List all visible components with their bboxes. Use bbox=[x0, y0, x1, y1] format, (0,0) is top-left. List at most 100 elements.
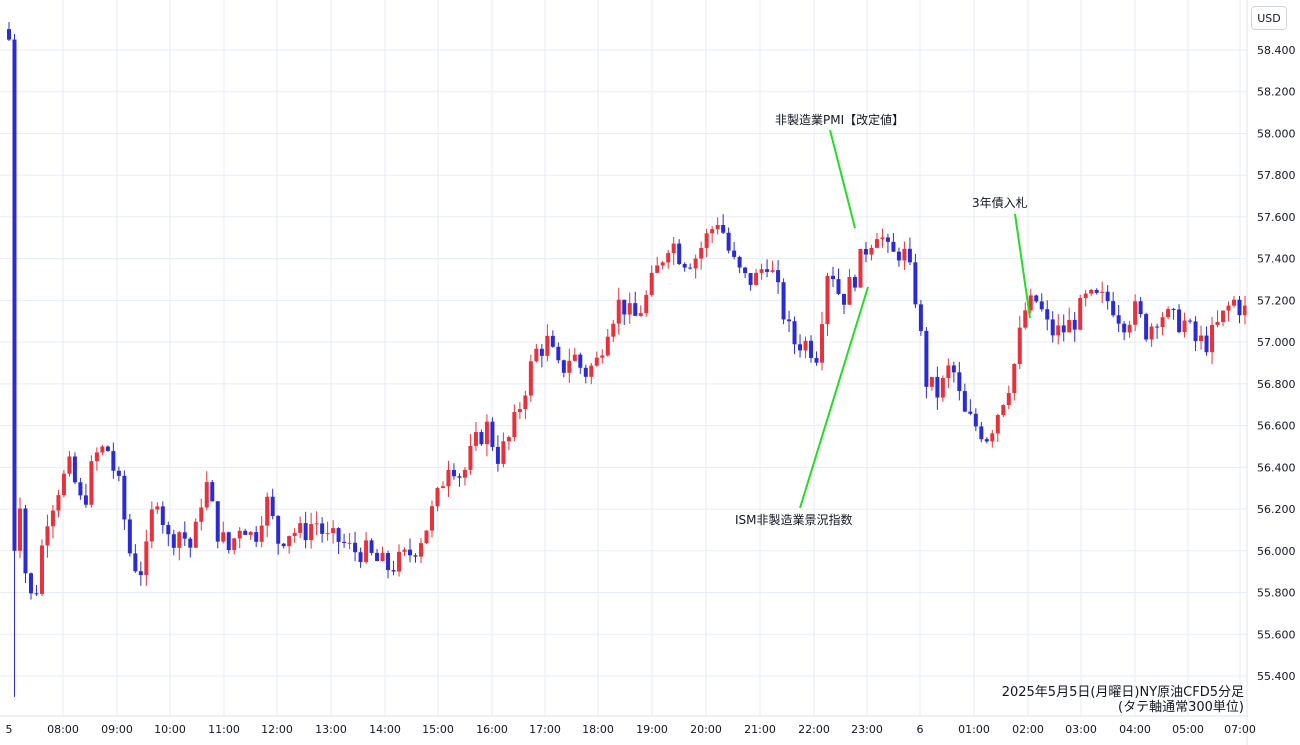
candle-body bbox=[704, 233, 709, 248]
candle bbox=[320, 517, 325, 543]
candle-body bbox=[1034, 295, 1039, 302]
candle bbox=[1243, 295, 1247, 325]
candle bbox=[248, 530, 253, 540]
candle bbox=[918, 300, 923, 336]
candle-body bbox=[336, 528, 341, 542]
candle-body bbox=[358, 552, 363, 563]
x-tick-label: 03:00 bbox=[1065, 723, 1097, 736]
candle bbox=[182, 521, 187, 546]
candle bbox=[1050, 311, 1055, 343]
candle bbox=[287, 535, 292, 554]
candle-body bbox=[1001, 405, 1006, 416]
y-tick-label: 56.400 bbox=[1257, 461, 1296, 474]
candle-body bbox=[907, 248, 912, 263]
candle-body bbox=[550, 335, 555, 347]
candle bbox=[1199, 325, 1204, 350]
candle-body bbox=[743, 267, 748, 274]
candle-body bbox=[918, 304, 923, 331]
candle-body bbox=[710, 229, 715, 234]
candle bbox=[841, 293, 846, 315]
x-tick-label: 19:00 bbox=[636, 723, 668, 736]
candle-body bbox=[1111, 301, 1116, 316]
candle-body bbox=[314, 523, 319, 525]
candle bbox=[237, 527, 242, 549]
candle bbox=[946, 358, 951, 389]
candle bbox=[858, 248, 863, 288]
candle-body bbox=[968, 411, 973, 414]
y-tick-label: 58.000 bbox=[1257, 127, 1296, 140]
candle-body bbox=[309, 524, 314, 541]
candle bbox=[1221, 310, 1226, 327]
candle bbox=[638, 305, 643, 317]
candle-body bbox=[770, 270, 775, 272]
candle bbox=[325, 521, 330, 541]
candle bbox=[869, 244, 874, 261]
candle bbox=[105, 445, 110, 452]
candle-body bbox=[1012, 363, 1017, 394]
candle bbox=[1166, 306, 1171, 320]
candle bbox=[737, 255, 742, 274]
candle bbox=[303, 511, 308, 549]
candle-body bbox=[589, 365, 594, 377]
candle bbox=[457, 473, 462, 487]
candle-body bbox=[45, 526, 50, 546]
candle-body bbox=[754, 272, 759, 285]
candle bbox=[402, 547, 407, 557]
candle-body bbox=[1149, 326, 1154, 340]
candle bbox=[116, 466, 121, 482]
candle bbox=[896, 247, 901, 267]
candle-body bbox=[232, 538, 237, 551]
candle-body bbox=[1182, 320, 1187, 333]
candle bbox=[1083, 290, 1088, 307]
candle bbox=[484, 414, 489, 457]
candle-body bbox=[23, 508, 28, 574]
candle-body bbox=[7, 29, 11, 40]
candle bbox=[171, 529, 176, 556]
candle-body bbox=[364, 540, 369, 563]
candle bbox=[1171, 307, 1176, 320]
candle-body bbox=[776, 270, 781, 283]
chart-caption-line2: (タテ軸通常300単位) bbox=[1118, 699, 1244, 715]
candle bbox=[188, 537, 193, 558]
candle-body bbox=[737, 256, 742, 268]
candle bbox=[688, 263, 693, 270]
candle bbox=[572, 347, 577, 362]
candle-body bbox=[479, 432, 484, 445]
candle-body bbox=[798, 344, 803, 351]
candle bbox=[413, 553, 418, 563]
candle-body bbox=[677, 243, 682, 265]
x-tick-label: 05:00 bbox=[1172, 723, 1204, 736]
candle-body bbox=[693, 258, 698, 269]
candle-body bbox=[1067, 319, 1072, 333]
annotation-leader-line bbox=[1014, 213, 1031, 319]
candle-body bbox=[627, 303, 632, 315]
candle-body bbox=[847, 276, 852, 305]
candle-body bbox=[1105, 291, 1110, 302]
candle bbox=[1127, 320, 1132, 338]
candle bbox=[1237, 296, 1242, 324]
candle bbox=[314, 511, 319, 536]
candle-body bbox=[836, 279, 841, 294]
candle bbox=[265, 492, 270, 538]
candle bbox=[440, 481, 445, 489]
candle bbox=[1056, 314, 1061, 345]
candle-body bbox=[863, 248, 868, 255]
candle-body bbox=[484, 421, 489, 445]
candle-body bbox=[869, 247, 874, 255]
candle bbox=[298, 516, 303, 539]
candle-body bbox=[572, 354, 577, 361]
candle-body bbox=[666, 253, 671, 263]
candle-body bbox=[951, 365, 956, 373]
candle-body bbox=[1056, 325, 1061, 336]
candle bbox=[836, 268, 841, 296]
currency-selector[interactable]: USD bbox=[1251, 6, 1287, 30]
candle bbox=[34, 584, 39, 596]
candle bbox=[1160, 312, 1165, 336]
candle-body bbox=[210, 482, 215, 502]
candle-body bbox=[226, 532, 231, 551]
candle bbox=[17, 497, 22, 559]
candle bbox=[199, 498, 204, 531]
candle bbox=[1100, 281, 1105, 303]
candle bbox=[1144, 312, 1149, 342]
candle-body bbox=[715, 225, 720, 230]
